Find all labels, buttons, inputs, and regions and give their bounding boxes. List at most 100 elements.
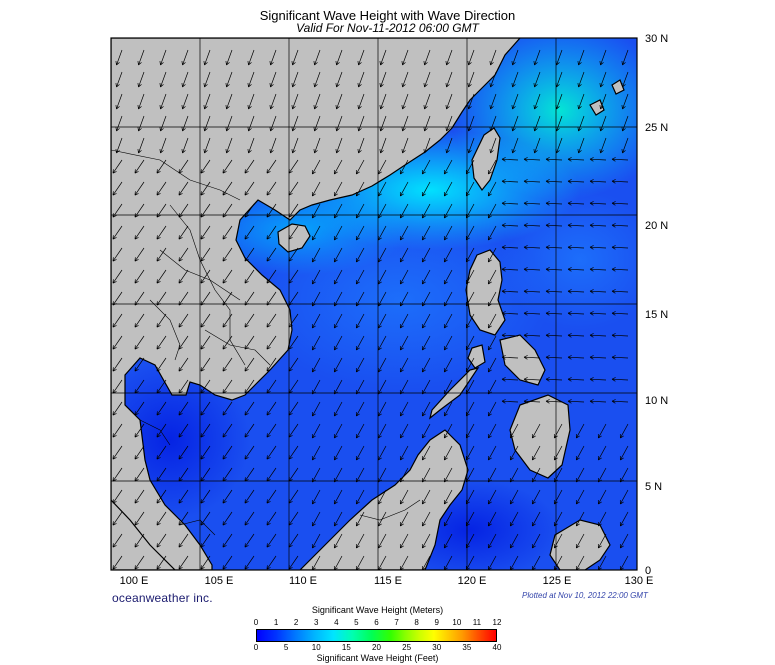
wave-arrow <box>621 93 629 110</box>
legend-meter-tick: 7 <box>394 618 399 627</box>
wave-arrow <box>589 267 607 272</box>
wave-arrow <box>266 379 277 394</box>
wave-arrow <box>377 291 387 307</box>
wave-arrow <box>115 137 123 154</box>
wave-arrow <box>467 137 475 154</box>
wave-arrow <box>611 289 629 294</box>
brand-logo-text: oceanweather inc. <box>112 591 213 605</box>
wave-arrow <box>244 335 255 350</box>
wave-arrow <box>355 533 365 549</box>
wave-arrow <box>313 115 321 132</box>
wave-arrow <box>553 445 563 461</box>
wave-arrow <box>178 225 189 240</box>
wave-arrow <box>181 71 189 88</box>
wave-arrow <box>288 269 299 284</box>
wave-arrow <box>531 423 541 439</box>
wave-arrow <box>377 247 387 263</box>
wave-arrow <box>156 489 167 504</box>
wave-arrow <box>501 333 519 338</box>
wave-arrow <box>555 137 563 154</box>
wave-arrow <box>421 269 431 285</box>
wave-arrow <box>288 225 299 240</box>
wave-arrow <box>501 179 519 184</box>
wave-arrow <box>244 291 255 306</box>
wave-map[interactable]: 100 E 105 E 110 E 115 E 120 E 125 E 130 … <box>0 0 775 600</box>
legend-meter-tick: 3 <box>314 618 319 627</box>
wave-arrow <box>567 289 585 294</box>
legend-feet-tick: 35 <box>462 643 472 652</box>
wave-arrow <box>489 71 497 88</box>
wave-arrow <box>335 71 343 88</box>
legend-feet-tick: 5 <box>283 643 289 652</box>
wave-arrow <box>333 225 343 241</box>
wave-arrow <box>244 269 255 284</box>
wave-arrow <box>333 511 343 527</box>
wave-arrow <box>311 269 321 285</box>
wave-arrow <box>357 115 365 132</box>
wave-arrow <box>377 269 387 285</box>
lat-label: 10 N <box>645 395 668 407</box>
wave-arrow <box>134 247 145 262</box>
wave-arrow <box>222 401 233 416</box>
wave-arrow <box>112 313 123 328</box>
wave-arrow <box>222 225 233 240</box>
wave-arrow <box>377 357 387 373</box>
wave-arrow <box>355 313 365 329</box>
wave-arrow <box>379 71 387 88</box>
legend-meter-tick: 0 <box>253 618 259 627</box>
moderate-wave-zone-east <box>500 190 637 330</box>
wave-arrow <box>333 357 343 373</box>
wave-arrow <box>357 93 365 110</box>
wave-arrow <box>134 379 145 394</box>
wave-arrow <box>577 137 585 154</box>
wave-arrow <box>222 379 233 394</box>
wave-arrow <box>467 71 475 88</box>
legend-meter-tick: 9 <box>434 618 439 627</box>
wave-arrow <box>156 401 167 416</box>
wave-arrow <box>178 159 189 174</box>
wave-arrow <box>222 181 233 196</box>
wave-arrow <box>311 357 321 373</box>
wave-arrow <box>288 445 299 460</box>
wave-arrow <box>377 379 387 395</box>
wave-arrow <box>178 357 189 372</box>
wave-arrow <box>244 445 255 460</box>
legend-meter-tick: 8 <box>414 618 419 627</box>
wave-arrow <box>465 511 475 527</box>
wave-arrow <box>203 137 211 154</box>
wave-arrow <box>621 115 629 132</box>
wave-arrow <box>200 291 211 306</box>
wave-arrow <box>533 71 541 88</box>
wave-arrow <box>200 489 211 504</box>
wave-arrow <box>443 379 453 395</box>
wave-arrow <box>112 269 123 284</box>
wave-arrow <box>269 71 277 88</box>
wave-arrow <box>112 423 123 438</box>
wave-arrow <box>399 203 409 219</box>
wave-arrow <box>577 71 585 88</box>
wave-arrow <box>333 379 343 395</box>
wave-arrow <box>443 313 453 329</box>
wave-arrow <box>266 511 277 526</box>
wave-arrow <box>178 181 189 196</box>
wave-arrow <box>555 115 563 132</box>
wave-arrow <box>134 357 145 372</box>
wave-arrow <box>311 379 321 395</box>
wave-arrow <box>443 357 453 373</box>
wave-arrow <box>333 423 343 439</box>
wave-arrow <box>523 157 541 162</box>
wave-arrow <box>159 115 167 132</box>
wave-arrow <box>487 313 497 329</box>
wave-arrow <box>567 223 585 228</box>
wave-arrow <box>523 179 541 184</box>
wave-arrow <box>222 489 233 504</box>
wave-arrow <box>159 137 167 154</box>
wave-arrow <box>115 49 123 66</box>
legend-meter-tick: 6 <box>374 618 379 627</box>
wave-arrow <box>445 93 453 110</box>
wave-arrow <box>288 357 299 372</box>
wave-arrow <box>311 313 321 329</box>
lat-label: 5 N <box>645 481 662 493</box>
wave-arrow <box>357 137 365 154</box>
wave-arrow <box>178 313 189 328</box>
